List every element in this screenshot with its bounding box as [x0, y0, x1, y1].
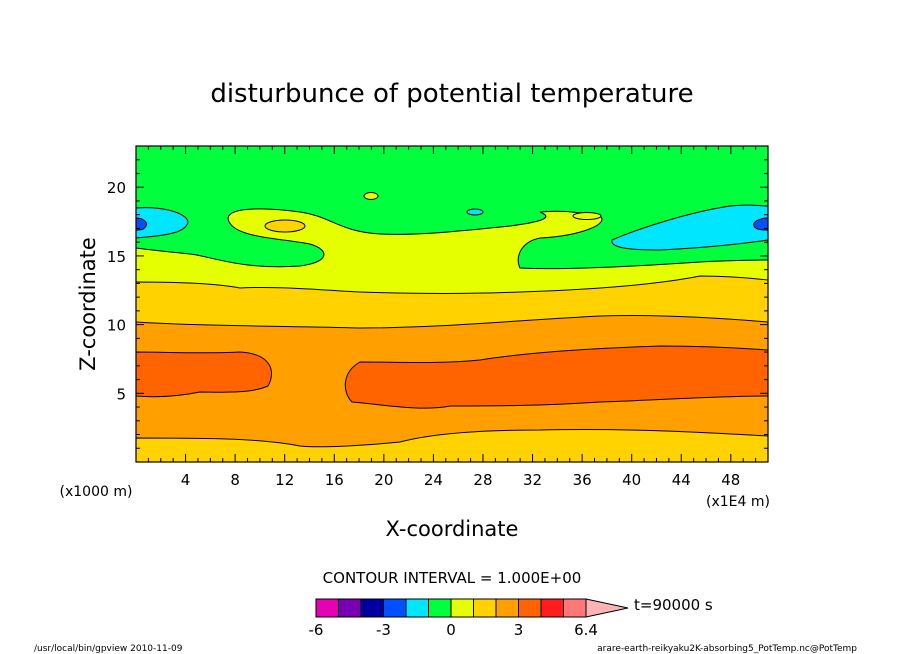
colorbar-tick-label: -3 [376, 621, 391, 639]
footer-left: /usr/local/bin/gpview 2010-11-09 [34, 644, 183, 654]
colorbar-tick-label: 0 [446, 621, 456, 639]
field-blob-3-4-right [344, 345, 768, 409]
y-tick-label: 5 [116, 385, 126, 403]
field-lower-band-1-2 [136, 428, 768, 462]
field-blob-neg2-small [466, 208, 484, 216]
plot-frame [135, 145, 769, 463]
colorbar-swatch [428, 598, 452, 618]
colorbar-swatch [495, 598, 519, 618]
field-blob-1-2-small [264, 219, 306, 233]
colorbar-swatch [563, 598, 587, 618]
y-axis-title: Z-coordinate [76, 237, 100, 371]
x-tick-label: 28 [473, 471, 492, 489]
x-tick-label: 44 [672, 471, 691, 489]
colorbar-swatch [315, 598, 339, 618]
colorbar-swatch [405, 598, 429, 618]
x-tick-label: 40 [622, 471, 641, 489]
x-tick-label: 4 [181, 471, 191, 489]
field-blob-0-1-small [363, 192, 379, 200]
field-blob-neg3-left [136, 217, 147, 231]
colorbar-tick-label: 3 [514, 621, 524, 639]
colorbar: -6 -3 0 3 6.4 [309, 598, 629, 639]
footer-right: arare-earth-reikyaku2K-absorbing5_PotTem… [597, 644, 857, 654]
x-axis-unit: (x1E4 m) [706, 494, 770, 510]
y-tick-label: 10 [107, 317, 126, 335]
colorbar-tick-label: -6 [309, 621, 324, 639]
x-tick-label: 32 [523, 471, 542, 489]
field-blob-neg3-right [753, 217, 768, 231]
x-tick-label: 20 [374, 471, 393, 489]
time-label: t=90000 s [634, 596, 713, 614]
colorbar-swatch [473, 598, 497, 618]
field-blob-neg2-right [611, 204, 768, 251]
x-tick-label: 36 [573, 471, 592, 489]
field-blob-3-4-left [136, 351, 272, 398]
colorbar-swatch [338, 598, 362, 618]
chart-title: disturbunce of potential temperature [210, 79, 693, 109]
colorbar-swatch [518, 598, 542, 618]
x-tick-label: 8 [230, 471, 240, 489]
colorbar-swatch [450, 598, 474, 618]
x-axis-title: X-coordinate [386, 517, 519, 541]
colorbar-extension [585, 598, 629, 618]
x-tick-label: 48 [721, 471, 740, 489]
x-tick-label: 12 [275, 471, 294, 489]
colorbar-swatch [383, 598, 407, 618]
x-tick-label: 16 [325, 471, 344, 489]
plot-area [136, 146, 768, 462]
field-blob-0-1-right [572, 212, 602, 220]
y-axis-unit: (x1000 m) [60, 484, 133, 500]
x-tick-label: 24 [424, 471, 443, 489]
y-tick-label: 20 [107, 179, 126, 197]
colorbar-swatch [360, 598, 384, 618]
colorbar-tick-label: 6.4 [574, 621, 598, 639]
y-tick-label: 15 [107, 248, 126, 266]
colorbar-swatch [540, 598, 564, 618]
field-blob-neg2-left [136, 207, 189, 239]
contour-interval: CONTOUR INTERVAL = 1.000E+00 [323, 569, 582, 587]
